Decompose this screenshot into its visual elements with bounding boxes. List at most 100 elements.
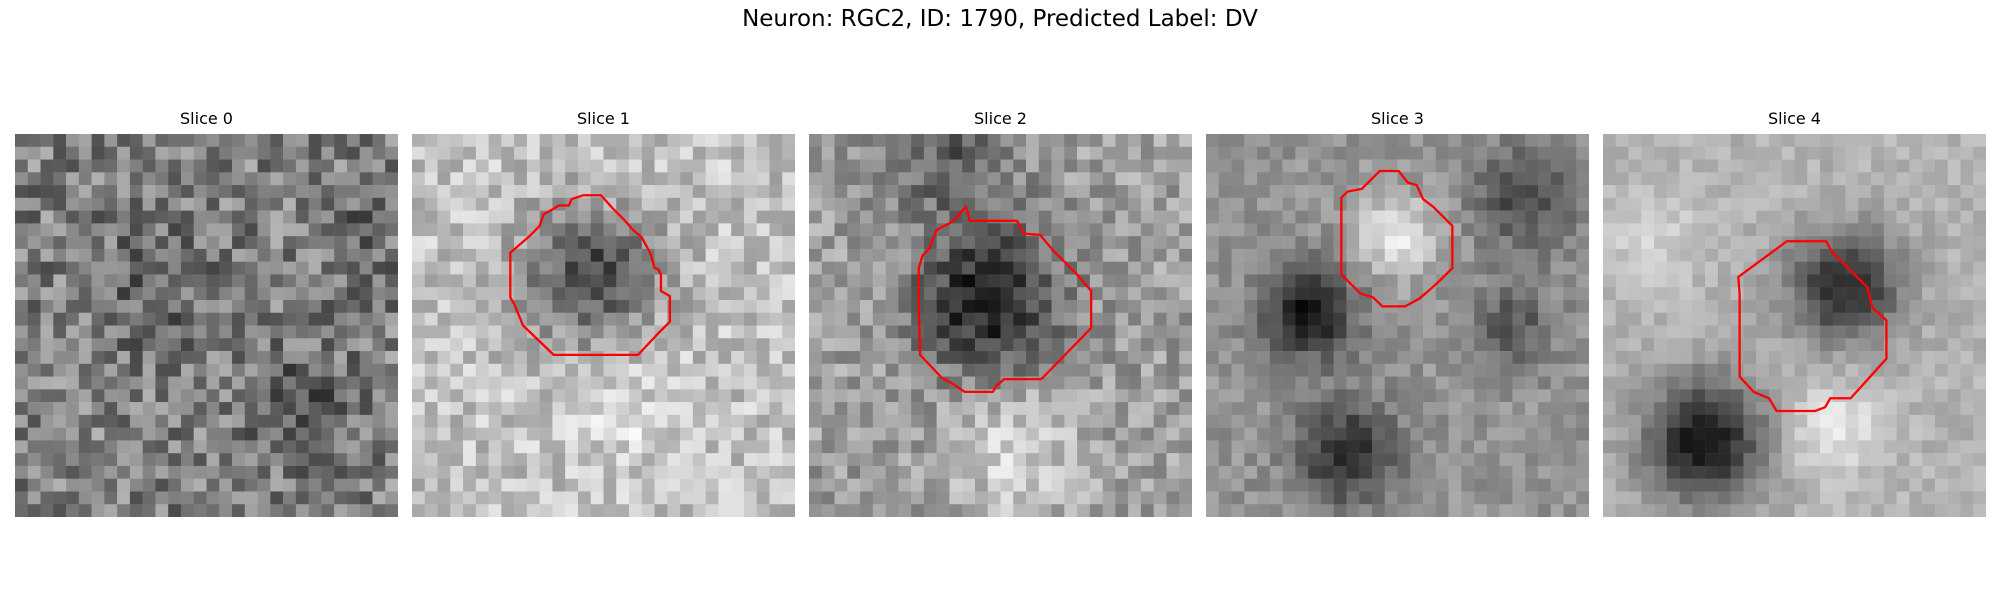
pixel [1140, 325, 1154, 339]
pixel [603, 210, 617, 224]
pixel [488, 159, 502, 173]
pixel [1909, 299, 1923, 313]
pixel [53, 210, 67, 224]
pixel [283, 274, 297, 288]
pixel [514, 363, 528, 377]
pixel [577, 287, 591, 301]
slice-image-3 [1206, 134, 1589, 517]
pixel [1166, 274, 1180, 288]
pixel [809, 402, 823, 416]
pixel [463, 504, 477, 517]
pixel [603, 478, 617, 492]
pixel [911, 134, 925, 148]
pixel [860, 185, 874, 199]
pixel [590, 363, 604, 377]
pixel [680, 478, 694, 492]
pixel [1153, 134, 1167, 148]
pixel [1179, 223, 1192, 237]
pixel [1896, 427, 1910, 441]
pixel [680, 453, 694, 467]
pixel [1832, 274, 1846, 288]
pixel [1308, 427, 1322, 441]
pixel [1218, 210, 1232, 224]
pixel [15, 325, 29, 339]
pixel [769, 465, 783, 479]
pixel [1807, 134, 1821, 148]
pixel [1244, 146, 1258, 160]
pixel [769, 414, 783, 428]
pixel [78, 274, 92, 288]
pixel [1537, 376, 1551, 390]
pixel [437, 402, 451, 416]
pixel [782, 223, 795, 237]
pixel [705, 376, 719, 390]
pixel [1820, 325, 1834, 339]
pixel [1692, 172, 1706, 186]
pixel [1038, 172, 1052, 186]
pixel [756, 185, 770, 199]
pixel [1947, 478, 1961, 492]
pixel [1794, 299, 1808, 313]
pixel [117, 134, 131, 148]
pixel [1692, 210, 1706, 224]
pixel [782, 248, 795, 262]
pixel [308, 465, 322, 479]
pixel [974, 236, 988, 250]
pixel [1628, 287, 1642, 301]
pixel [949, 146, 963, 160]
pixel [321, 465, 335, 479]
pixel [66, 223, 80, 237]
pixel [1973, 299, 1986, 313]
pixel [1896, 223, 1910, 237]
pixel [1359, 453, 1373, 467]
pixel [1537, 146, 1551, 160]
pixel [180, 414, 194, 428]
pixel [718, 504, 732, 517]
pixel [514, 338, 528, 352]
pixel [359, 376, 373, 390]
pixel [1512, 312, 1526, 326]
pixel [1269, 351, 1283, 365]
pixel [1026, 261, 1040, 275]
pixel [1960, 223, 1974, 237]
pixel [1064, 325, 1078, 339]
pixel [1166, 478, 1180, 492]
pixel [308, 287, 322, 301]
pixel [475, 261, 489, 275]
pixel [1947, 453, 1961, 467]
pixel [1883, 223, 1897, 237]
pixel [450, 210, 464, 224]
pixel [1077, 504, 1091, 517]
pixel [782, 478, 795, 492]
pixel [437, 248, 451, 262]
pixel [756, 274, 770, 288]
pixel [756, 440, 770, 454]
pixel [142, 453, 156, 467]
pixel [168, 299, 182, 313]
pixel [872, 338, 886, 352]
pixel [1474, 465, 1488, 479]
pixel [1282, 338, 1296, 352]
pixel [104, 274, 118, 288]
pixel [1768, 453, 1782, 467]
pixel [680, 172, 694, 186]
pixel [847, 312, 861, 326]
pixel [1768, 389, 1782, 403]
pixel [1563, 389, 1577, 403]
pixel [27, 287, 41, 301]
pixel [1384, 478, 1398, 492]
pixel [1922, 299, 1936, 313]
pixel [1000, 134, 1014, 148]
pixel [1320, 427, 1334, 441]
pixel [1206, 325, 1220, 339]
pixel [1218, 159, 1232, 173]
pixel [1423, 236, 1437, 250]
pixel [1102, 146, 1116, 160]
pixel [1064, 210, 1078, 224]
pixel [27, 223, 41, 237]
pixel [654, 440, 668, 454]
pixel [1512, 338, 1526, 352]
pixel [821, 223, 835, 237]
pixel [718, 210, 732, 224]
pixel [1512, 185, 1526, 199]
